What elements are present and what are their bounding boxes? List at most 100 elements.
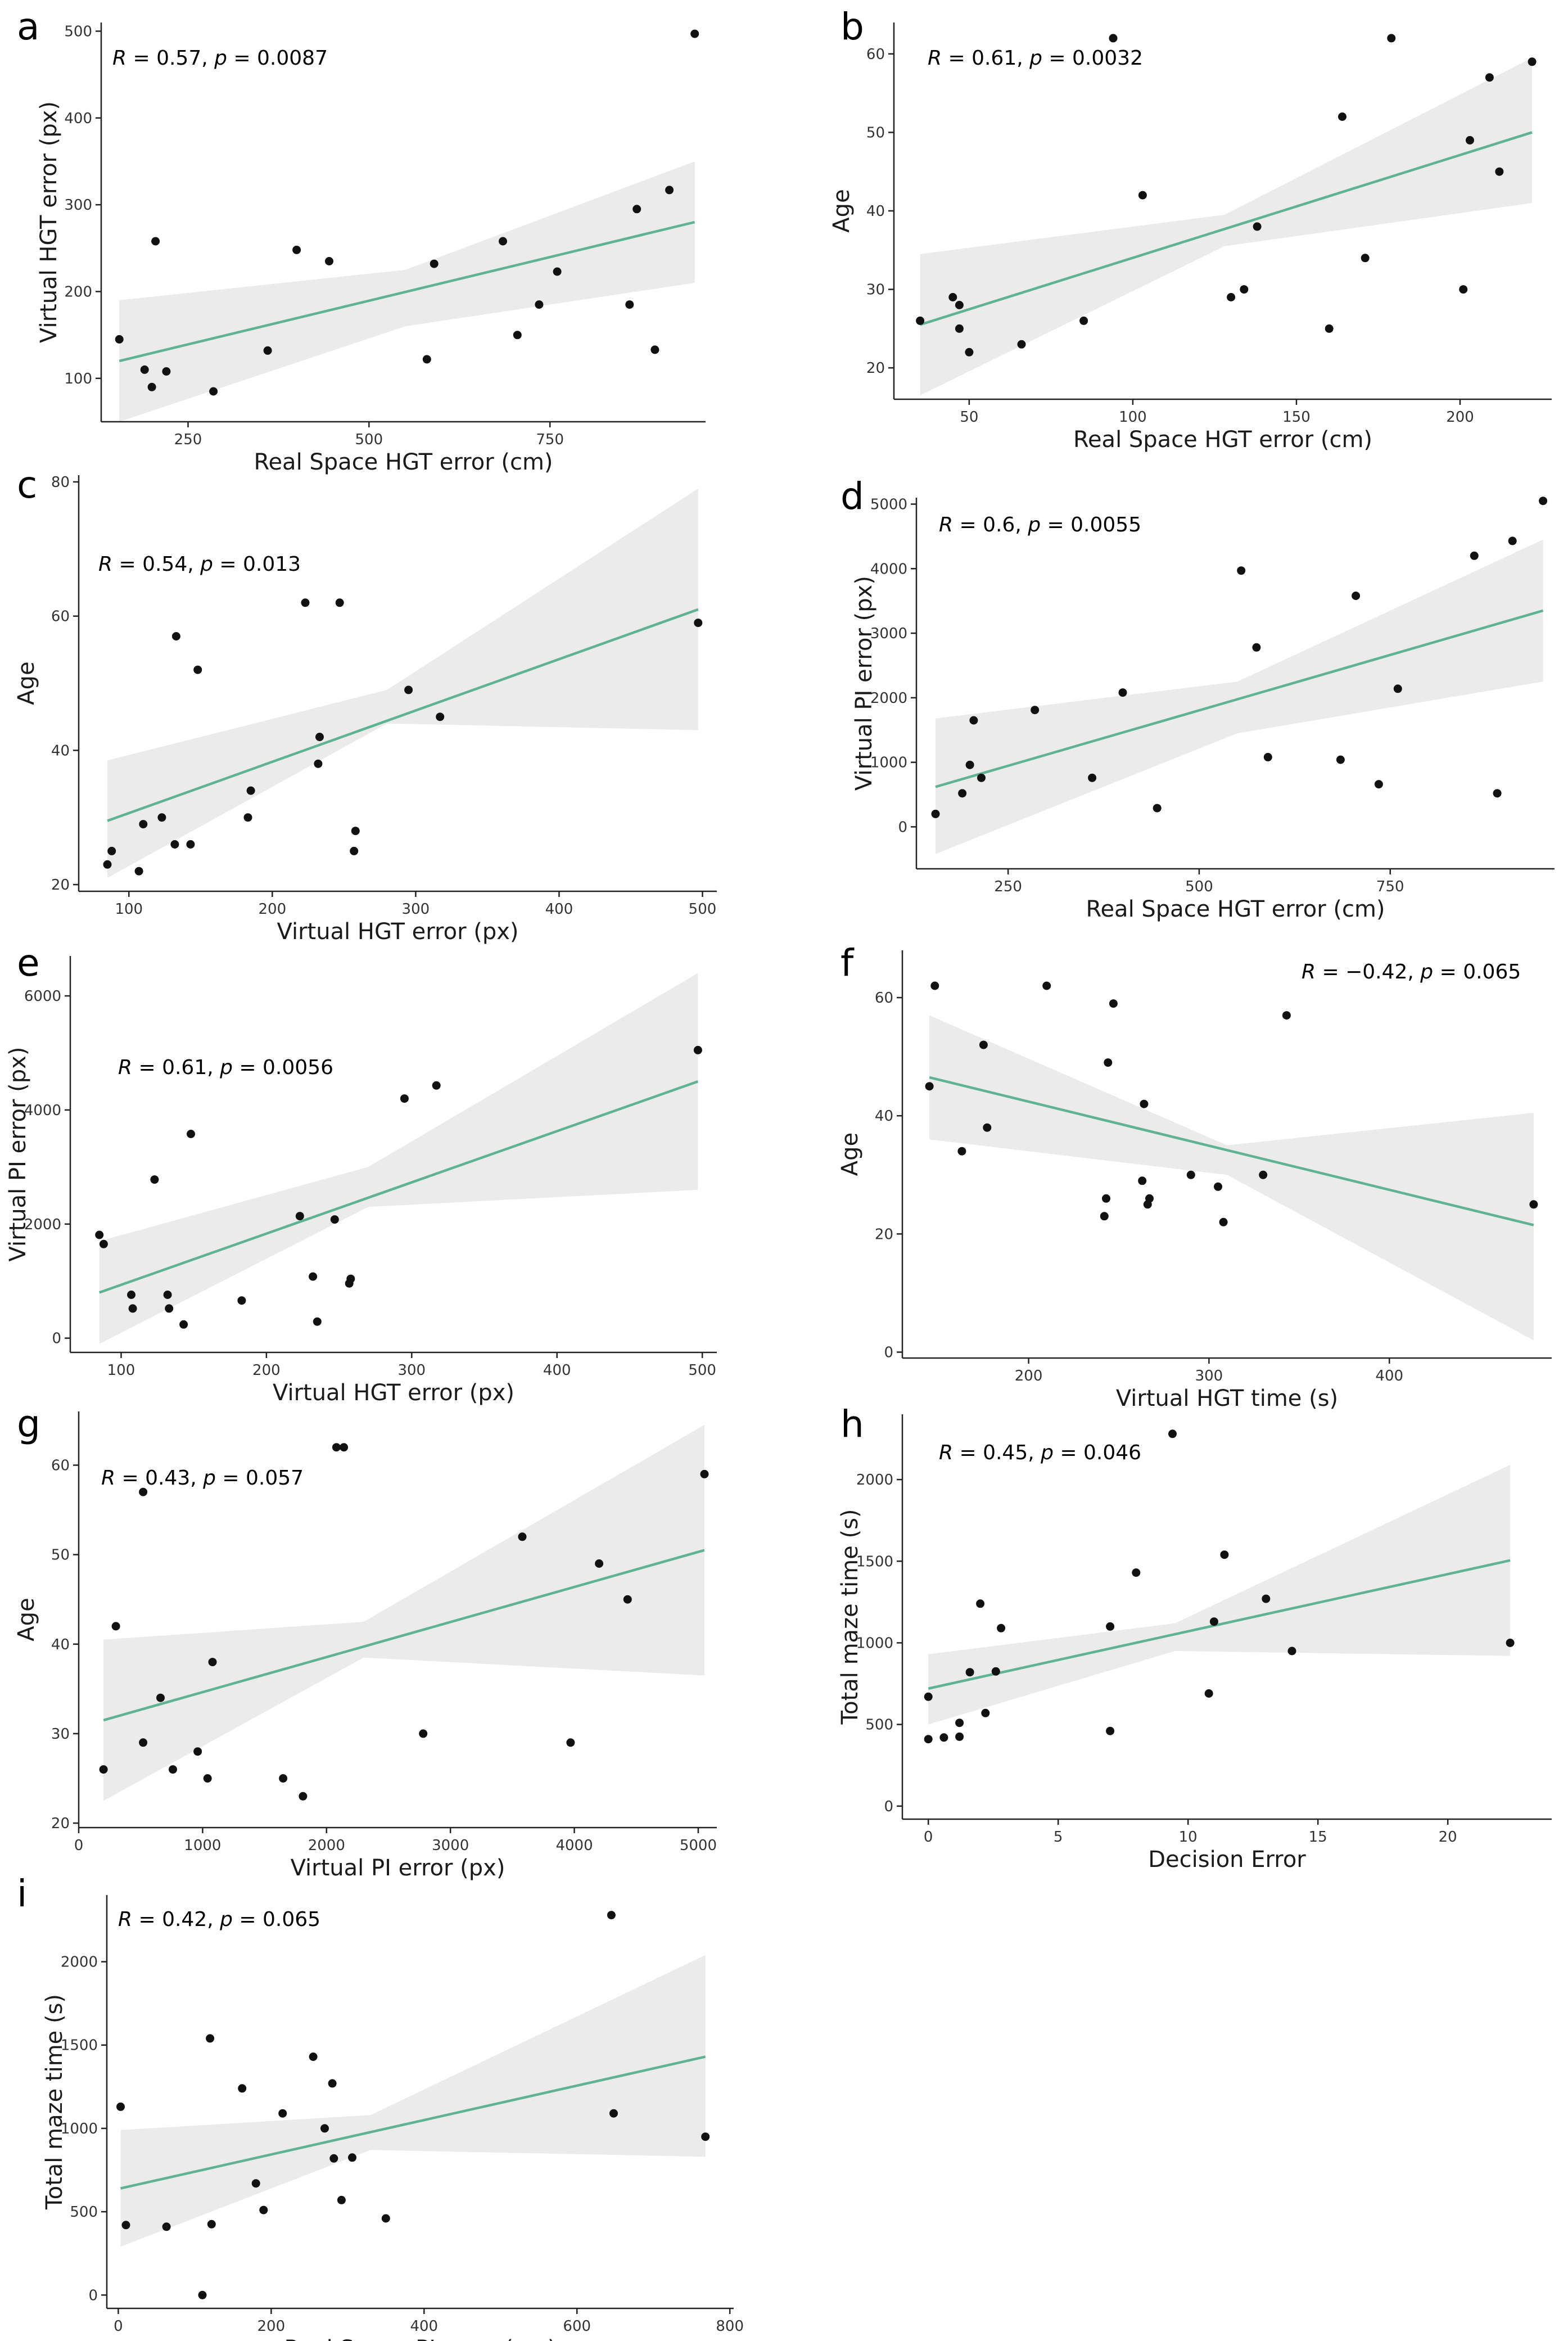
- data-point: [162, 367, 171, 376]
- y-tick-label: 3000: [870, 625, 907, 642]
- x-axis-title: Real Space HGT error (cm): [254, 449, 553, 475]
- data-point: [1118, 688, 1127, 697]
- data-point: [981, 1708, 990, 1717]
- data-point: [309, 2053, 318, 2061]
- data-point: [436, 712, 445, 721]
- data-point: [931, 809, 940, 818]
- data-point: [930, 981, 939, 990]
- stat-symbol: p: [1027, 513, 1041, 536]
- data-point: [206, 2034, 215, 2043]
- data-point: [259, 2205, 268, 2214]
- y-tick-label: 2000: [856, 1472, 893, 1489]
- data-point: [1017, 340, 1026, 349]
- panel-letter: b: [841, 5, 864, 48]
- stat-value: = 0.6,: [953, 513, 1028, 536]
- data-point: [957, 1147, 966, 1156]
- data-point: [939, 1733, 948, 1742]
- panel-letter: e: [17, 941, 40, 985]
- data-point: [330, 1215, 339, 1224]
- data-point: [314, 759, 323, 768]
- data-point: [958, 789, 967, 798]
- data-point: [1209, 1617, 1218, 1626]
- x-tick-label: 15: [1309, 1829, 1327, 1846]
- confidence-band: [99, 973, 698, 1344]
- data-point: [690, 29, 699, 38]
- y-tick-label: 20: [51, 877, 70, 894]
- x-tick-label: 200: [252, 1362, 281, 1379]
- data-point: [1145, 1194, 1154, 1203]
- data-point: [251, 2179, 260, 2188]
- stat-symbol: R: [928, 47, 942, 70]
- data-point: [1387, 34, 1396, 43]
- x-tick-label: 300: [402, 901, 430, 918]
- data-point: [299, 1792, 308, 1801]
- y-tick-label: 0: [88, 2287, 98, 2304]
- stat-annotation: R = 0.54, p = 0.013: [98, 553, 301, 576]
- data-point: [1528, 57, 1537, 66]
- y-tick-label: 300: [64, 197, 92, 214]
- stat-symbol: R: [939, 513, 953, 536]
- regression-line: [119, 220, 695, 363]
- x-axis-title: Virtual HGT error (px): [273, 1380, 514, 1406]
- data-point: [208, 1658, 217, 1667]
- data-point: [1168, 1429, 1177, 1438]
- data-point: [693, 1045, 702, 1054]
- y-tick-label: 30: [866, 282, 885, 299]
- data-point: [955, 324, 964, 333]
- stat-symbol: R: [939, 1441, 953, 1464]
- data-point: [979, 1040, 988, 1049]
- data-point: [609, 2109, 618, 2118]
- stat-symbol: p: [219, 1908, 233, 1931]
- data-point: [238, 2084, 247, 2093]
- y-tick-label: 2000: [24, 1216, 61, 1233]
- panel-f: 200 300 400 0 20 40 60 Virtual HGT time (s) Age f…: [837, 941, 1552, 1411]
- x-tick-label: 0: [74, 1837, 84, 1854]
- data-point: [165, 1304, 174, 1313]
- panel-letter: i: [17, 1872, 27, 1915]
- stat-value: = 0.013: [213, 553, 301, 576]
- data-point: [1495, 167, 1504, 176]
- data-point: [955, 301, 964, 309]
- stat-value: = 0.43,: [115, 1467, 203, 1490]
- panel-letter: h: [841, 1402, 864, 1446]
- data-point: [315, 733, 324, 741]
- y-tick-label: 0: [884, 1798, 893, 1815]
- data-point: [263, 346, 272, 355]
- data-point: [1102, 1194, 1110, 1203]
- data-point: [99, 1239, 108, 1248]
- stat-value: = 0.54,: [112, 553, 200, 576]
- data-point: [1539, 497, 1548, 506]
- data-point: [665, 186, 674, 195]
- data-point: [278, 2109, 287, 2118]
- data-point: [948, 293, 957, 301]
- data-point: [499, 237, 507, 246]
- x-axis-title: Real Space PI error (cm): [284, 2336, 557, 2341]
- data-point: [346, 1274, 355, 1283]
- stat-annotation: R = 0.61, p = 0.0032: [928, 47, 1143, 70]
- data-point: [1259, 1170, 1268, 1179]
- panel-letter: c: [17, 463, 37, 507]
- data-point: [328, 2079, 337, 2088]
- data-point: [1252, 643, 1261, 652]
- data-point: [162, 2222, 171, 2231]
- data-point: [1132, 1568, 1141, 1577]
- x-tick-label: 250: [174, 431, 202, 448]
- y-tick-label: 1000: [61, 2121, 98, 2137]
- y-tick-label: 1500: [61, 2037, 98, 2054]
- data-point: [1220, 1550, 1229, 1559]
- x-tick-label: 200: [1446, 409, 1474, 426]
- data-point: [430, 259, 439, 268]
- data-point: [187, 1130, 195, 1138]
- x-axis-title: Virtual HGT error (px): [277, 919, 518, 945]
- stat-annotation: R = −0.42, p = 0.065: [1302, 960, 1521, 984]
- data-point: [337, 2195, 346, 2204]
- data-point: [348, 2153, 356, 2162]
- stat-annotation: R = 0.42, p = 0.065: [118, 1908, 320, 1931]
- data-point: [1374, 780, 1383, 789]
- x-tick-label: 200: [257, 2318, 286, 2335]
- data-point: [965, 760, 974, 769]
- data-point: [147, 382, 156, 391]
- data-point: [156, 1693, 165, 1702]
